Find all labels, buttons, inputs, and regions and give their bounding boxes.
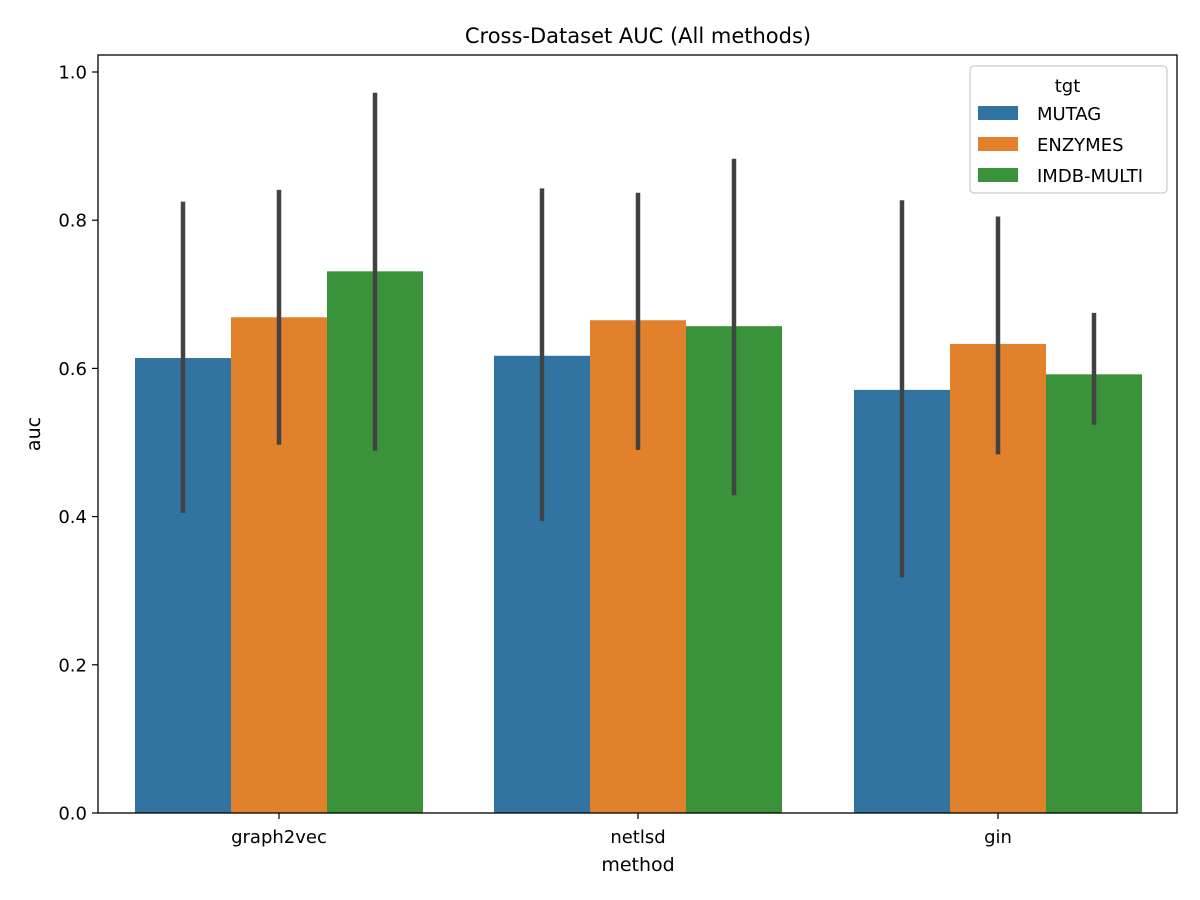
legend-label-enzymes: ENZYMES [1037,135,1124,156]
x-tick-label-netlsd: netlsd [610,827,665,848]
y-tick-label: 0.8 [58,211,87,232]
legend-swatch-enzymes [978,137,1018,151]
x-tick-label-graph2vec: graph2vec [231,827,327,848]
legend-label-mutag: MUTAG [1037,104,1101,125]
y-tick-label: 0.0 [58,804,87,825]
legend-box [969,65,1168,194]
y-axis: 0.0 0.2 0.4 0.6 0.8 1.0 [58,63,98,825]
y-tick-label: 0.2 [58,655,87,676]
x-axis: graph2vec netlsd gin [231,813,1012,848]
plot-area [135,92,1142,814]
y-tick-label: 0.6 [58,359,87,380]
legend-swatch-imdb-multi [978,168,1018,182]
y-tick-label: 0.4 [58,507,87,528]
y-tick-label: 1.0 [58,63,87,84]
bar-imdb-multi-gin [1046,374,1142,813]
x-tick-label-gin: gin [984,827,1012,848]
x-axis-label: method [601,854,674,876]
chart-title: Cross-Dataset AUC (All methods) [465,24,811,48]
legend-swatch-mutag [978,106,1018,120]
legend-title: tgt [1055,76,1081,97]
legend: tgt MUTAG ENZYMES IMDB-MULTI [969,65,1168,194]
y-axis-label: auc [23,417,45,451]
legend-label-imdb-multi: IMDB-MULTI [1037,166,1143,187]
